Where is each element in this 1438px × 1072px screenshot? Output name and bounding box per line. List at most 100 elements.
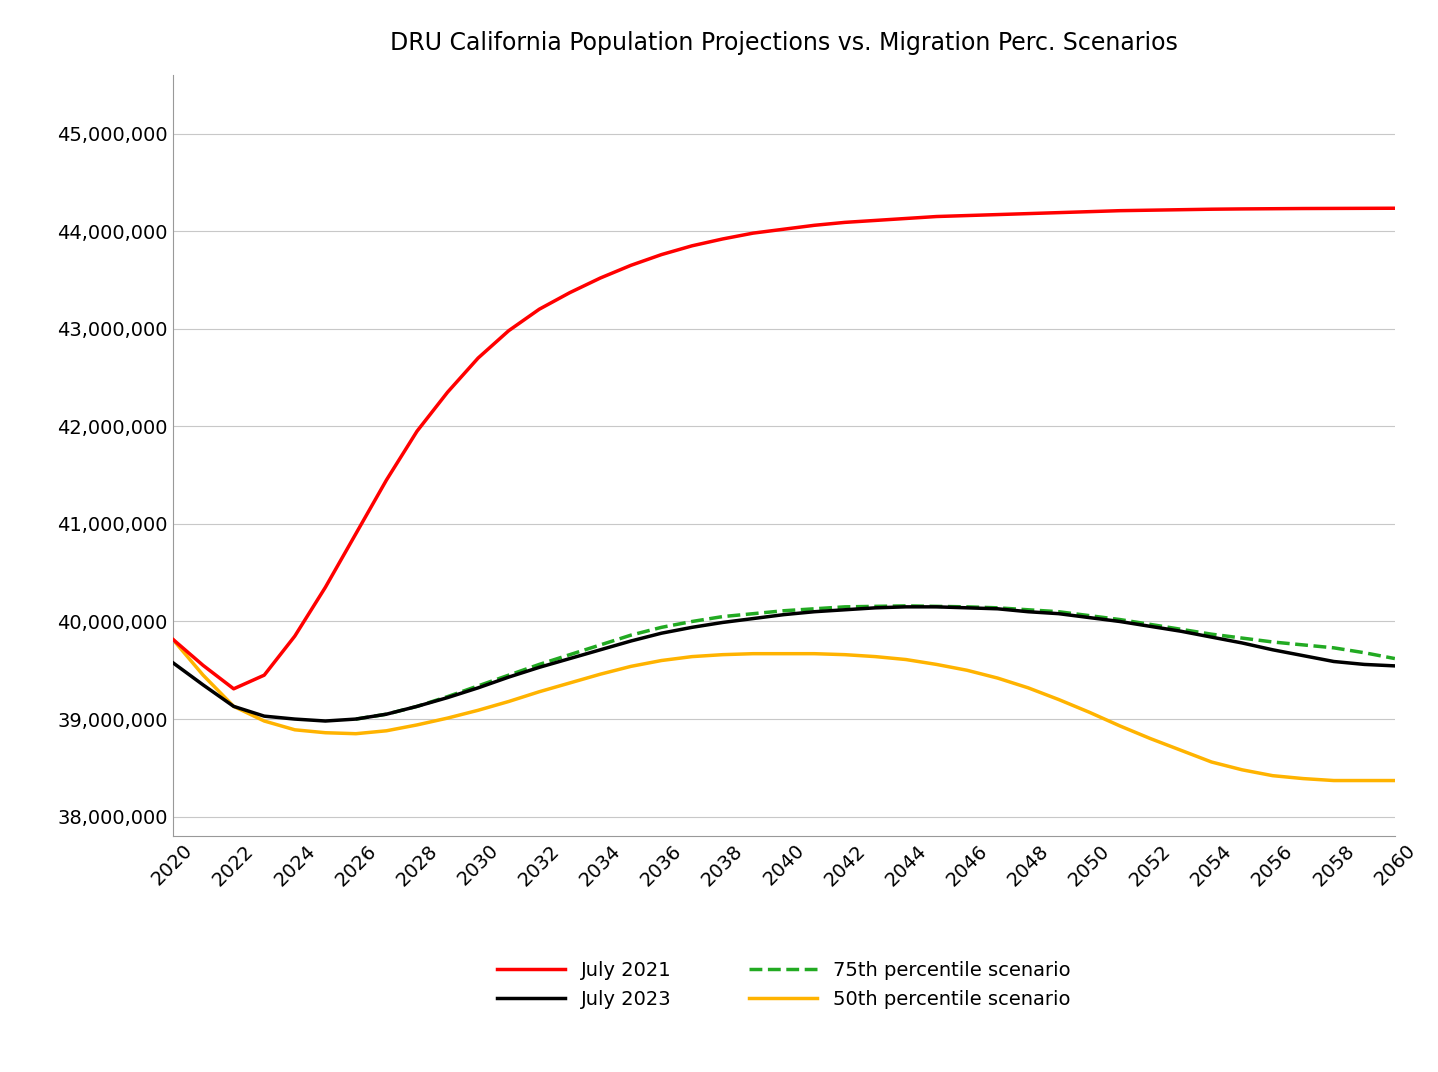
50th percentile scenario (348, 727, 365, 740)
July 2021 (897, 212, 915, 225)
July 2023 (928, 600, 945, 613)
75th percentile scenario (1204, 628, 1221, 641)
75th percentile scenario (439, 690, 456, 703)
July 2023 (164, 656, 181, 669)
50th percentile scenario (226, 700, 243, 713)
50th percentile scenario (561, 676, 578, 689)
July 2023 (959, 601, 976, 614)
75th percentile scenario (897, 599, 915, 612)
July 2021 (745, 226, 762, 239)
75th percentile scenario (653, 621, 670, 634)
50th percentile scenario (1172, 744, 1189, 757)
50th percentile scenario (1050, 694, 1067, 706)
July 2023 (348, 713, 365, 726)
75th percentile scenario (1172, 623, 1189, 636)
July 2021 (837, 215, 854, 228)
July 2023 (805, 606, 823, 619)
July 2023 (683, 621, 700, 634)
50th percentile scenario (470, 704, 487, 717)
50th percentile scenario (623, 660, 640, 673)
75th percentile scenario (805, 602, 823, 615)
75th percentile scenario (1234, 631, 1251, 644)
50th percentile scenario (316, 727, 334, 740)
50th percentile scenario (164, 632, 181, 645)
50th percentile scenario (928, 658, 945, 671)
July 2023 (592, 643, 610, 656)
July 2023 (867, 601, 884, 614)
75th percentile scenario (1386, 652, 1403, 665)
July 2021 (1294, 203, 1311, 215)
50th percentile scenario (286, 724, 303, 736)
50th percentile scenario (775, 647, 792, 660)
75th percentile scenario (531, 658, 548, 671)
75th percentile scenario (1294, 639, 1311, 652)
75th percentile scenario (378, 708, 395, 720)
75th percentile scenario (1112, 613, 1129, 626)
July 2023 (194, 679, 211, 691)
75th percentile scenario (1356, 646, 1373, 659)
July 2021 (470, 352, 487, 364)
Line: 75th percentile scenario: 75th percentile scenario (357, 606, 1395, 719)
July 2023 (1142, 620, 1159, 632)
75th percentile scenario (500, 669, 518, 682)
July 2021 (592, 271, 610, 284)
50th percentile scenario (592, 668, 610, 681)
75th percentile scenario (989, 601, 1007, 614)
July 2021 (348, 527, 365, 540)
50th percentile scenario (867, 651, 884, 664)
July 2021 (164, 632, 181, 645)
50th percentile scenario (378, 725, 395, 738)
50th percentile scenario (745, 647, 762, 660)
50th percentile scenario (194, 669, 211, 682)
75th percentile scenario (1264, 636, 1281, 649)
50th percentile scenario (531, 685, 548, 698)
July 2023 (316, 715, 334, 728)
50th percentile scenario (1294, 772, 1311, 785)
July 2023 (1050, 607, 1067, 620)
July 2023 (1386, 659, 1403, 672)
July 2023 (1294, 650, 1311, 662)
75th percentile scenario (775, 605, 792, 617)
July 2021 (378, 474, 395, 487)
July 2021 (1264, 203, 1281, 215)
July 2021 (928, 210, 945, 223)
July 2021 (286, 629, 303, 642)
July 2021 (1204, 203, 1221, 215)
50th percentile scenario (1081, 705, 1099, 718)
July 2021 (959, 209, 976, 222)
75th percentile scenario (470, 680, 487, 693)
July 2021 (531, 302, 548, 315)
July 2023 (653, 627, 670, 640)
75th percentile scenario (715, 610, 732, 623)
75th percentile scenario (592, 639, 610, 652)
Line: July 2023: July 2023 (173, 607, 1395, 721)
July 2023 (1204, 630, 1221, 643)
July 2021 (1386, 202, 1403, 214)
July 2023 (1172, 625, 1189, 638)
50th percentile scenario (1234, 763, 1251, 776)
50th percentile scenario (715, 649, 732, 661)
50th percentile scenario (683, 651, 700, 664)
75th percentile scenario (683, 615, 700, 628)
July 2021 (1326, 202, 1343, 214)
July 2023 (1356, 658, 1373, 671)
July 2023 (531, 661, 548, 674)
July 2021 (623, 259, 640, 272)
50th percentile scenario (1204, 756, 1221, 769)
July 2021 (500, 324, 518, 337)
July 2021 (653, 248, 670, 260)
July 2023 (1081, 611, 1099, 624)
July 2021 (194, 659, 211, 672)
75th percentile scenario (745, 607, 762, 620)
July 2023 (837, 604, 854, 616)
July 2023 (378, 708, 395, 720)
Line: 50th percentile scenario: 50th percentile scenario (173, 639, 1395, 780)
Title: DRU California Population Projections vs. Migration Perc. Scenarios: DRU California Population Projections vs… (390, 31, 1178, 55)
50th percentile scenario (1264, 770, 1281, 783)
July 2023 (408, 700, 426, 713)
July 2021 (439, 386, 456, 399)
50th percentile scenario (959, 664, 976, 676)
July 2021 (1112, 205, 1129, 218)
July 2021 (805, 219, 823, 232)
50th percentile scenario (897, 653, 915, 666)
